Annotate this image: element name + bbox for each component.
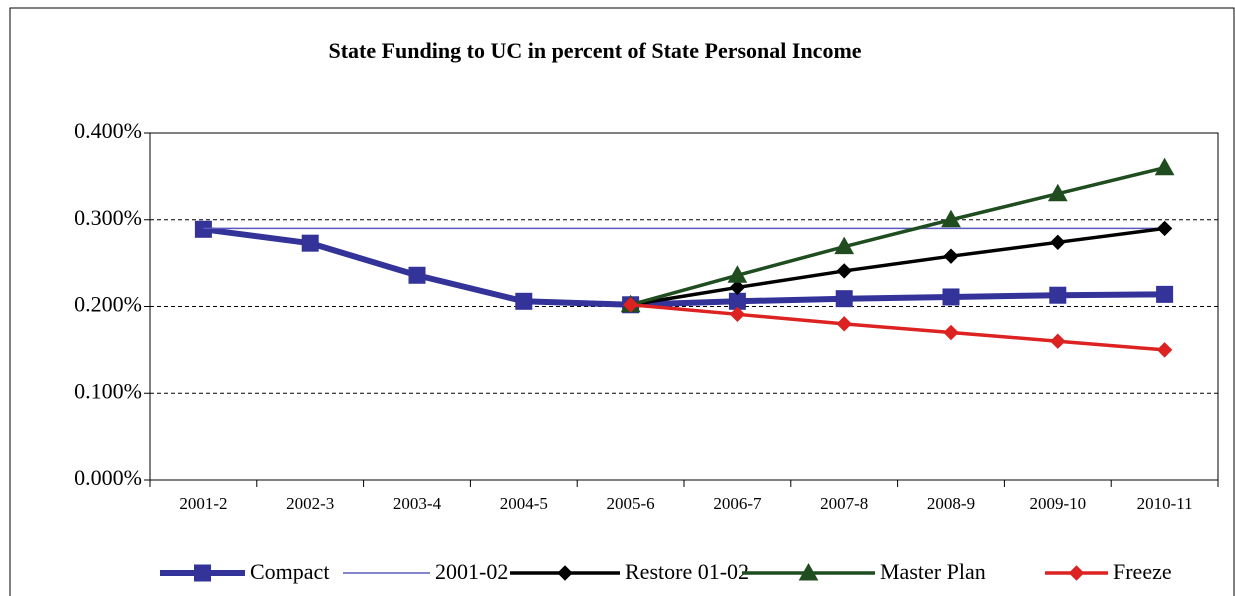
data-point — [836, 316, 852, 332]
x-tick-label: 2008-9 — [927, 494, 975, 513]
data-point — [1156, 220, 1173, 237]
data-point — [942, 288, 960, 306]
series-line — [630, 303, 1165, 352]
data-point — [943, 248, 959, 264]
data-point — [1050, 333, 1066, 349]
data-point — [194, 220, 212, 238]
y-tick-label: 0.400% — [74, 118, 142, 143]
legend-label: 2001-02 — [435, 559, 508, 584]
data-point — [622, 297, 639, 313]
data-point — [1049, 286, 1067, 304]
x-tick-label: 2003-4 — [393, 494, 442, 513]
y-tick-label: 0.300% — [74, 205, 142, 230]
x-tick-label: 2009-10 — [1029, 494, 1086, 513]
data-point — [1154, 157, 1175, 176]
chart-title: State Funding to UC in percent of State … — [328, 38, 861, 63]
data-point — [727, 265, 748, 283]
series-line — [203, 226, 1165, 308]
x-tick-label: 2004-5 — [500, 494, 548, 513]
y-tick-label: 0.000% — [74, 465, 142, 490]
legend-label: Compact — [250, 559, 329, 584]
data-point — [1156, 285, 1174, 303]
data-point — [835, 290, 853, 308]
series-line — [630, 226, 1165, 307]
x-tick-label: 2005-6 — [607, 494, 655, 513]
y-tick-label: 0.200% — [74, 292, 142, 317]
y-tick-label: 0.100% — [74, 378, 142, 403]
data-point — [1047, 183, 1068, 202]
data-point — [515, 292, 533, 310]
legend-label: Master Plan — [880, 559, 986, 584]
series-line — [630, 165, 1166, 307]
data-point — [943, 324, 959, 341]
legend-label: Freeze — [1113, 559, 1172, 584]
legend-marker — [1068, 565, 1085, 581]
x-tick-label: 2006-7 — [713, 494, 762, 513]
legend-marker — [194, 564, 211, 582]
legend-label: Restore 01-02 — [625, 559, 749, 584]
x-tick-label: 2007-8 — [820, 494, 868, 513]
x-tick-label: 2002-3 — [286, 494, 334, 513]
x-tick-label: 2010-11 — [1137, 494, 1193, 513]
x-tick-label: 2001-2 — [179, 494, 227, 513]
data-point — [729, 279, 746, 296]
chart-frame — [9, 7, 1235, 596]
data-point — [834, 236, 855, 255]
data-point — [941, 209, 961, 228]
data-point — [408, 266, 426, 284]
legend-marker — [557, 565, 573, 581]
data-point — [836, 263, 852, 279]
legend-marker — [798, 562, 819, 581]
data-point — [729, 306, 746, 323]
data-point — [301, 234, 319, 252]
data-point — [1050, 234, 1066, 251]
data-point — [1156, 342, 1173, 358]
